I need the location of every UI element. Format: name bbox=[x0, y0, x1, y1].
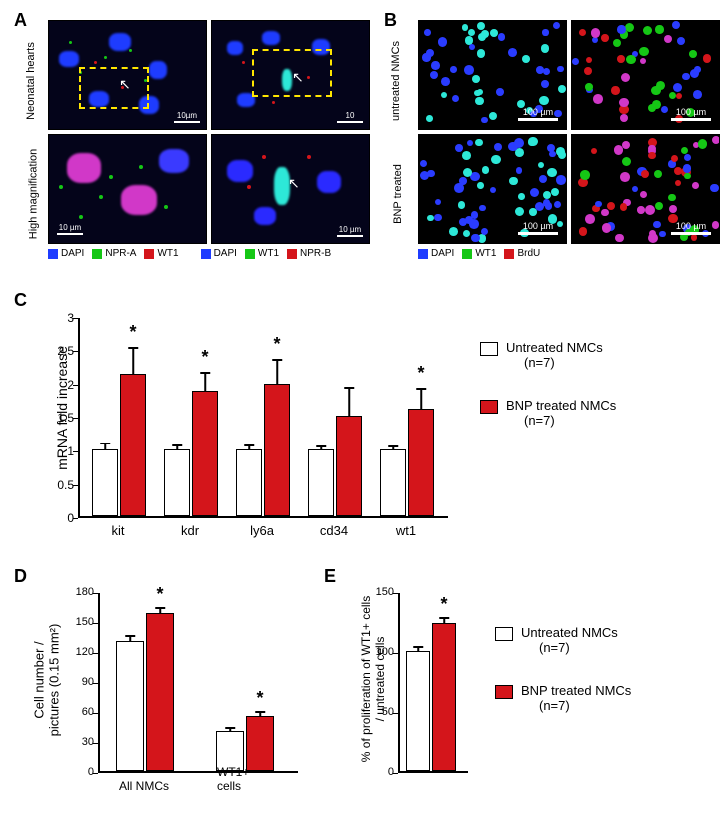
x-label: kdr bbox=[181, 523, 199, 538]
row-label-b2: BNP treated bbox=[392, 164, 404, 224]
sig-star: * bbox=[256, 688, 263, 709]
bar-treated bbox=[336, 416, 362, 516]
legend-item: WT1 bbox=[245, 248, 279, 259]
y-axis-label-d: Cell number /pictures (0.15 mm²) bbox=[31, 624, 61, 737]
micro-b-2: 100 µm bbox=[418, 134, 567, 244]
bar-treated bbox=[408, 409, 434, 516]
y-tick: 90 bbox=[66, 676, 94, 688]
legend-item: DAPI bbox=[48, 248, 84, 259]
sig-star: * bbox=[156, 584, 163, 605]
sig-star: * bbox=[273, 334, 280, 355]
chart-c: 00.511.522.53*kit*kdr*ly6acd34*wt1 bbox=[78, 318, 448, 518]
sig-star: * bbox=[440, 594, 447, 615]
y-tick: 1.5 bbox=[44, 411, 74, 425]
chart-e: 050100150* bbox=[398, 593, 468, 773]
micro-b-1: 100 µm bbox=[571, 20, 720, 130]
scale-bar: 10 µm bbox=[337, 225, 363, 237]
scale-bar: 100 µm bbox=[671, 221, 711, 235]
micro-a-tr: ↖ 10 bbox=[211, 20, 370, 130]
y-tick: 2 bbox=[44, 378, 74, 392]
x-label: cd34 bbox=[320, 523, 348, 538]
y-axis-label-e: % of proliferation of WT1+ cells/ untrea… bbox=[359, 596, 387, 762]
legend-item: DAPI bbox=[201, 248, 237, 259]
micro-a-tl: ↖ 10µm bbox=[48, 20, 207, 130]
panel-b: untreated NMCs BNP treated 100 µm100 µm1… bbox=[390, 20, 720, 259]
legend-item: WT1 bbox=[462, 248, 496, 259]
x-label: wt1 bbox=[396, 523, 416, 538]
scale-bar: 10 bbox=[337, 111, 363, 123]
label-d: D bbox=[14, 566, 27, 587]
y-tick: 120 bbox=[66, 646, 94, 658]
panel-a: Neonatal hearts High magnification ↖ 10µ… bbox=[20, 20, 370, 259]
bar-treated bbox=[264, 384, 290, 516]
y-tick: 30 bbox=[66, 736, 94, 748]
row-label-b1: untreated NMCs bbox=[390, 41, 402, 121]
x-label: ly6a bbox=[250, 523, 274, 538]
row-label-a1: Neonatal hearts bbox=[25, 42, 37, 120]
legend-item: WT1 bbox=[144, 248, 178, 259]
bar-treated bbox=[146, 613, 174, 771]
legend-item: NPR-B bbox=[287, 248, 331, 259]
arrow-icon: ↖ bbox=[288, 175, 300, 192]
bar-treated bbox=[192, 391, 218, 516]
legend-a1: DAPI NPR-A WT1 bbox=[48, 248, 179, 259]
scale-bar: 100 µm bbox=[671, 107, 711, 121]
legend-item: NPR-A bbox=[92, 248, 136, 259]
y-tick: 0 bbox=[44, 511, 74, 525]
scale-bar: 10µm bbox=[174, 111, 200, 123]
y-tick: 1 bbox=[44, 444, 74, 458]
y-tick: 180 bbox=[66, 586, 94, 598]
sig-star: * bbox=[129, 322, 136, 343]
y-tick: 0.5 bbox=[44, 478, 74, 492]
y-tick: 150 bbox=[66, 616, 94, 628]
bar-untreated bbox=[92, 449, 118, 516]
legend-item: DAPI bbox=[418, 248, 454, 259]
chart-d: 0306090120150180*All NMCs*WT1+ cells bbox=[98, 593, 298, 773]
legend-item: BrdU bbox=[504, 248, 540, 259]
y-tick: 50 bbox=[366, 706, 394, 718]
bar-treated bbox=[120, 374, 146, 516]
bar-untreated bbox=[406, 651, 430, 771]
micro-b-3: 100 µm bbox=[571, 134, 720, 244]
scale-bar: 100 µm bbox=[518, 107, 558, 121]
arrow-icon: ↖ bbox=[119, 76, 131, 93]
bar-untreated bbox=[164, 449, 190, 516]
legend-c: Untreated NMCs(n=7) BNP treated NMCs(n=7… bbox=[480, 340, 616, 456]
scale-bar: 100 µm bbox=[518, 221, 558, 235]
y-tick: 100 bbox=[366, 646, 394, 658]
bar-untreated bbox=[380, 449, 406, 516]
arrow-icon: ↖ bbox=[292, 69, 304, 86]
sig-star: * bbox=[417, 363, 424, 384]
bar-untreated bbox=[236, 449, 262, 516]
row-label-a2: High magnification bbox=[27, 149, 39, 240]
micro-grid-a: ↖ 10µm ↖ 10 10 µm bbox=[48, 20, 370, 244]
y-tick: 3 bbox=[44, 311, 74, 325]
y-tick: 0 bbox=[366, 766, 394, 778]
legend-b: DAPI WT1 BrdU bbox=[418, 248, 720, 259]
y-tick: 60 bbox=[66, 706, 94, 718]
bar-treated bbox=[432, 623, 456, 771]
scale-bar: 10 µm bbox=[57, 223, 83, 235]
label-e: E bbox=[324, 566, 336, 587]
bar-untreated bbox=[116, 641, 144, 771]
micro-b-0: 100 µm bbox=[418, 20, 567, 130]
y-tick: 0 bbox=[66, 766, 94, 778]
bar-treated bbox=[246, 716, 274, 771]
micro-a-bl: 10 µm bbox=[48, 134, 207, 244]
bar-untreated bbox=[308, 449, 334, 516]
micro-a-br: ↖ 10 µm bbox=[211, 134, 370, 244]
legend-a2: DAPI WT1 NPR-B bbox=[201, 248, 332, 259]
x-label: kit bbox=[112, 523, 125, 538]
sig-star: * bbox=[201, 347, 208, 368]
x-label: WT1+ cells bbox=[217, 765, 271, 793]
y-tick: 2.5 bbox=[44, 344, 74, 358]
legend-e: Untreated NMCs(n=7) BNP treated NMCs(n=7… bbox=[495, 625, 631, 741]
x-label: All NMCs bbox=[119, 779, 169, 793]
y-tick: 150 bbox=[366, 586, 394, 598]
micro-grid-b: 100 µm 100 µm 100 µm 100 µm bbox=[418, 20, 720, 244]
label-c: C bbox=[14, 290, 27, 311]
